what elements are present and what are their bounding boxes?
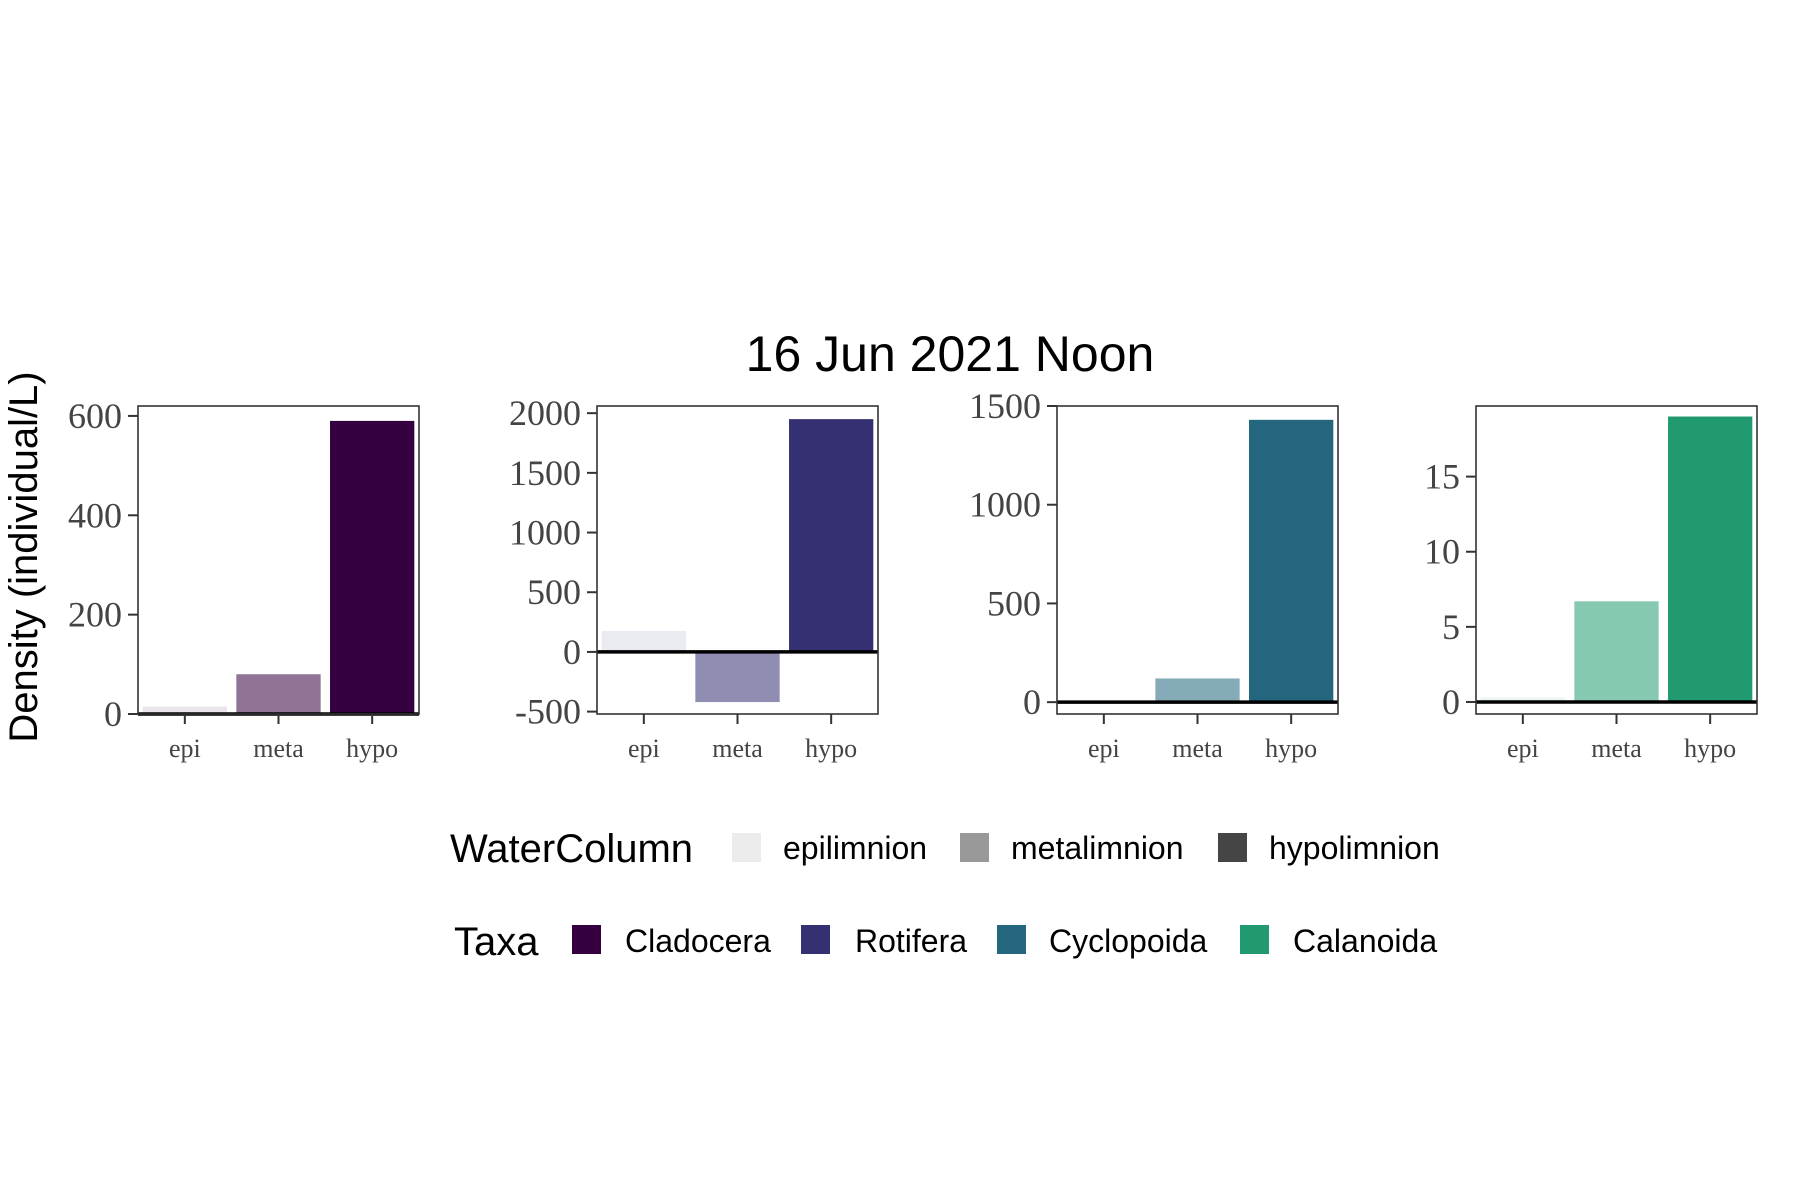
y-tick-label: 500 <box>527 572 581 612</box>
x-tick-label: hypo <box>346 734 398 763</box>
legend-key-calanoida <box>1240 925 1269 954</box>
x-tick-label: epi <box>1507 734 1539 763</box>
legend-key-cyclopoida <box>997 925 1026 954</box>
legend-label-cladocera: Cladocera <box>625 923 771 959</box>
facet-panel-cladocera: 0 200 400 600 epi meta hypo <box>68 396 420 763</box>
y-tick-label: 0 <box>563 632 581 672</box>
legend-label-metalimnion: metalimnion <box>1011 830 1184 866</box>
y-tick-label: 0 <box>104 694 122 734</box>
chart-title: 16 Jun 2021 Noon <box>746 326 1155 382</box>
legend-label-hypolimnion: hypolimnion <box>1269 830 1440 866</box>
y-tick-label: -500 <box>515 692 581 732</box>
facet-panel-cyclopoida: 0 500 1000 1500 epi meta hypo <box>969 386 1339 763</box>
x-tick-label: meta <box>712 734 763 763</box>
legend-key-rotifera <box>801 925 830 954</box>
y-tick-label: 15 <box>1424 457 1460 497</box>
legends: WaterColumn epilimnion metalimnion hypolimn… <box>450 827 1440 964</box>
x-tick-label: meta <box>1172 734 1223 763</box>
y-tick-label: 10 <box>1424 532 1460 572</box>
bar-cladocera-hypo <box>330 420 415 714</box>
x-tick-label: hypo <box>1684 734 1736 763</box>
y-tick-label: 400 <box>68 495 122 535</box>
x-tick-label: epi <box>628 734 660 763</box>
legend-key-metalimnion <box>960 833 989 862</box>
bar-rotifera-hypo <box>789 419 874 652</box>
legend-taxa: Taxa Cladocera Rotifera Cyclopoida Calanoida <box>454 920 1437 964</box>
facet-panel-rotifera: -500 0 500 1000 1500 2000 epi meta hypo <box>509 393 879 763</box>
legend-title: Taxa <box>454 920 539 964</box>
legend-key-cladocera <box>572 925 601 954</box>
y-tick-label: 200 <box>68 595 122 635</box>
legend-title: WaterColumn <box>450 827 693 871</box>
y-tick-label: 1500 <box>509 453 581 493</box>
facet-panel-calanoida: 0 5 10 15 epi meta hypo <box>1424 405 1758 763</box>
legend-key-hypolimnion <box>1218 833 1247 862</box>
y-tick-label: 2000 <box>509 393 581 433</box>
x-tick-label: hypo <box>1265 734 1317 763</box>
bar-calanoida-epi <box>1480 697 1565 702</box>
x-tick-label: hypo <box>805 734 857 763</box>
legend-label-calanoida: Calanoida <box>1293 923 1437 959</box>
y-tick-label: 5 <box>1442 607 1460 647</box>
y-tick-label: 0 <box>1442 682 1460 722</box>
bar-calanoida-meta <box>1574 601 1659 702</box>
legend-label-cyclopoida: Cyclopoida <box>1049 923 1208 959</box>
bar-rotifera-epi <box>601 631 686 652</box>
x-tick-label: meta <box>253 734 304 763</box>
bar-rotifera-meta <box>695 651 780 703</box>
x-tick-label: epi <box>169 734 201 763</box>
legend-label-epilimnion: epilimnion <box>783 830 927 866</box>
y-tick-label: 600 <box>68 396 122 436</box>
y-tick-label: 0 <box>1023 682 1041 722</box>
x-tick-label: epi <box>1088 734 1120 763</box>
legend-watercolumn: WaterColumn epilimnion metalimnion hypolimn… <box>450 827 1440 871</box>
legend-label-rotifera: Rotifera <box>855 923 967 959</box>
y-tick-label: 1000 <box>969 485 1041 525</box>
bar-calanoida-hypo <box>1668 416 1753 702</box>
bar-cyclopoida-meta <box>1155 678 1240 703</box>
y-tick-label: 1000 <box>509 513 581 553</box>
legend-key-epilimnion <box>732 833 761 862</box>
y-tick-label: 1500 <box>969 386 1041 426</box>
bar-cladocera-meta <box>236 674 321 714</box>
y-tick-label: 500 <box>987 583 1041 623</box>
bar-cladocera-epi <box>142 706 227 714</box>
y-axis-label: Density (individual/L) <box>2 371 46 742</box>
x-tick-label: meta <box>1591 734 1642 763</box>
bar-cyclopoida-hypo <box>1249 419 1334 703</box>
